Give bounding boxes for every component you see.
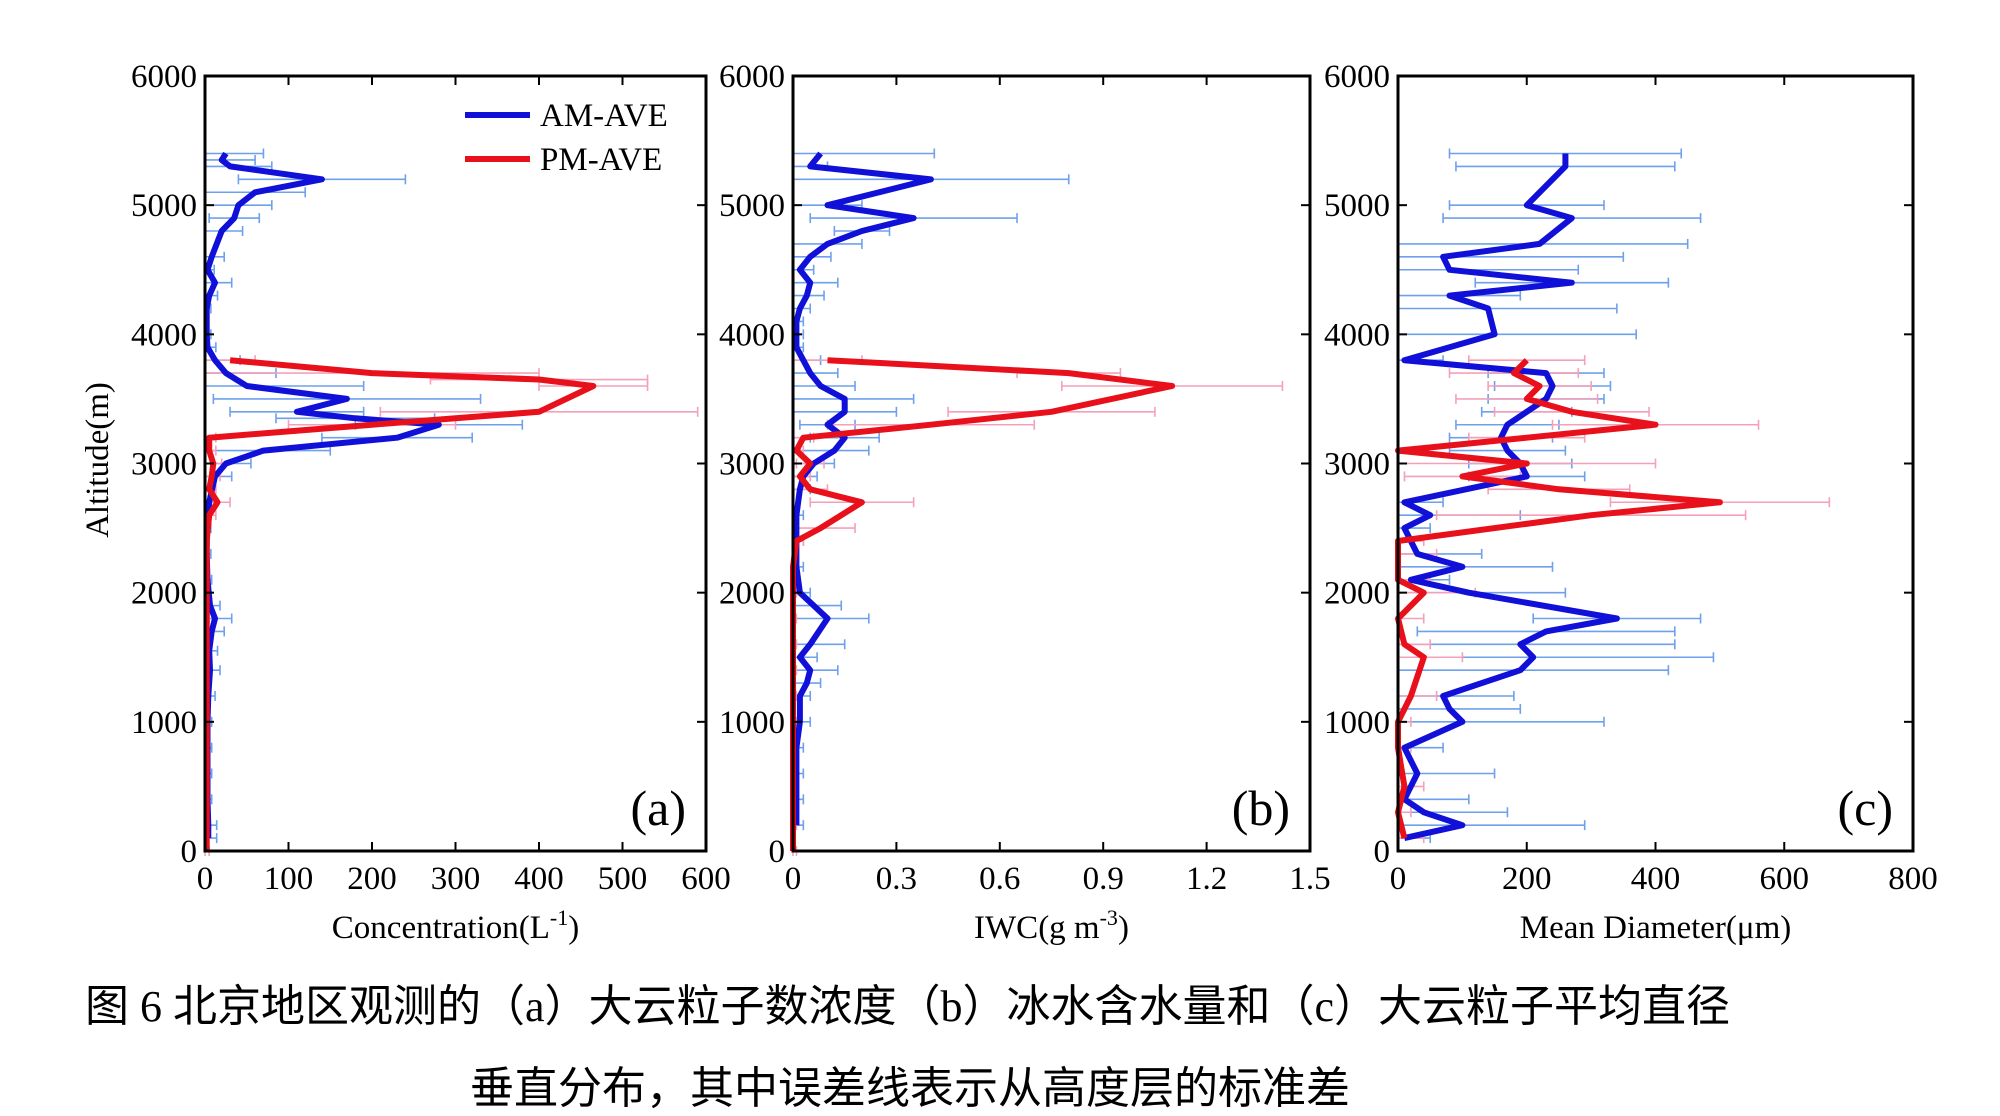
series-line-pm-ave — [1395, 358, 1723, 839]
x-tick-label: 400 — [1631, 861, 1681, 897]
y-tick-label: 1000 — [719, 705, 785, 741]
x-tick-label: 500 — [598, 861, 648, 897]
series-line-am-ave — [203, 151, 442, 839]
caption-line-1: 图 6 北京地区观测的（a）大云粒子数浓度（b）冰水含水量和（c）大云粒子平均直… — [85, 982, 1731, 1031]
y-tick-label: 5000 — [719, 188, 785, 224]
legend-label-am-ave: AM-AVE — [540, 98, 668, 134]
y-axis-label: Altitude(m) — [80, 382, 116, 538]
x-tick-label: 0.3 — [876, 861, 917, 897]
x-tick-label: 300 — [431, 861, 481, 897]
y-tick-label: 4000 — [719, 317, 785, 353]
y-tick-label: 4000 — [1324, 317, 1390, 353]
y-tick-label: 2000 — [719, 576, 785, 612]
x-tick-label: 200 — [1502, 861, 1552, 897]
x-axis-label: Mean Diameter(μm) — [1520, 910, 1792, 946]
y-tick-label: 6000 — [131, 59, 197, 95]
y-tick-label: 5000 — [1324, 188, 1390, 224]
panel-a: 0 100 200 300 400 500 600010002000300040005000… — [131, 59, 731, 946]
panel-label: (c) — [1838, 780, 1894, 836]
x-tick-label: 400 — [514, 861, 564, 897]
y-tick-label: 3000 — [719, 447, 785, 483]
caption-line-2: 垂直分布，其中误差线表示从高度层的标准差 — [470, 1064, 1350, 1113]
y-tick-label: 1000 — [1324, 705, 1390, 741]
series-line-am-ave — [1401, 153, 1620, 842]
x-tick-label: 600 — [681, 861, 731, 897]
panel-c: 0 200 400 600 800 0 1000 2000 3000 4000 5000 6000 (c… — [1324, 59, 1938, 946]
x-axis-label: IWC(g m-3) — [974, 905, 1129, 946]
x-tick-label: 0.6 — [979, 861, 1020, 897]
y-tick-label: 2000 — [131, 576, 197, 612]
y-tick-label: 0 — [769, 834, 786, 870]
x-tick-label: 0.9 — [1083, 861, 1124, 897]
y-tick-label: 6000 — [1324, 59, 1390, 95]
x-tick-label: 0 — [785, 861, 802, 897]
x-tick-label: 0 — [1390, 861, 1407, 897]
panel-label: (b) — [1232, 780, 1290, 836]
panel-label: (a) — [631, 780, 687, 836]
y-tick-label: 3000 — [131, 447, 197, 483]
legend: AM-AVE PM-AVE — [465, 98, 668, 178]
panel-b: 0 0.3 0.6 0.9 1.2 1.5 0 1000 2000 3000 4000 5000 600… — [719, 59, 1331, 946]
figure: 0 100 200 300 400 500 600010002000300040005000… — [80, 59, 1938, 946]
y-tick-label: 1000 — [131, 705, 197, 741]
y-tick-label: 3000 — [1324, 447, 1390, 483]
legend-label-pm-ave: PM-AVE — [540, 142, 662, 178]
y-tick-label: 4000 — [131, 317, 197, 353]
y-tick-label: 6000 — [719, 59, 785, 95]
x-axis-label: Concentration(L-1) — [332, 905, 579, 946]
errorbars-am-ave — [792, 148, 1070, 831]
x-tick-label: 0 — [197, 861, 214, 897]
x-tick-label: 200 — [347, 861, 397, 897]
series-line-am-ave — [793, 151, 934, 826]
y-tick-label: 0 — [1374, 834, 1391, 870]
errorbars-am-ave — [204, 148, 524, 844]
x-tick-label: 800 — [1888, 861, 1938, 897]
x-tick-label: 1.5 — [1289, 861, 1330, 897]
y-tick-label: 0 — [181, 834, 198, 870]
series-line-pm-ave — [203, 357, 597, 851]
x-tick-label: 1.2 — [1186, 861, 1227, 897]
y-tick-label: 2000 — [1324, 576, 1390, 612]
x-tick-label: 100 — [264, 861, 314, 897]
series-line-pm-ave — [790, 357, 1176, 851]
x-tick-label: 600 — [1760, 861, 1810, 897]
y-tick-label: 5000 — [131, 188, 197, 224]
